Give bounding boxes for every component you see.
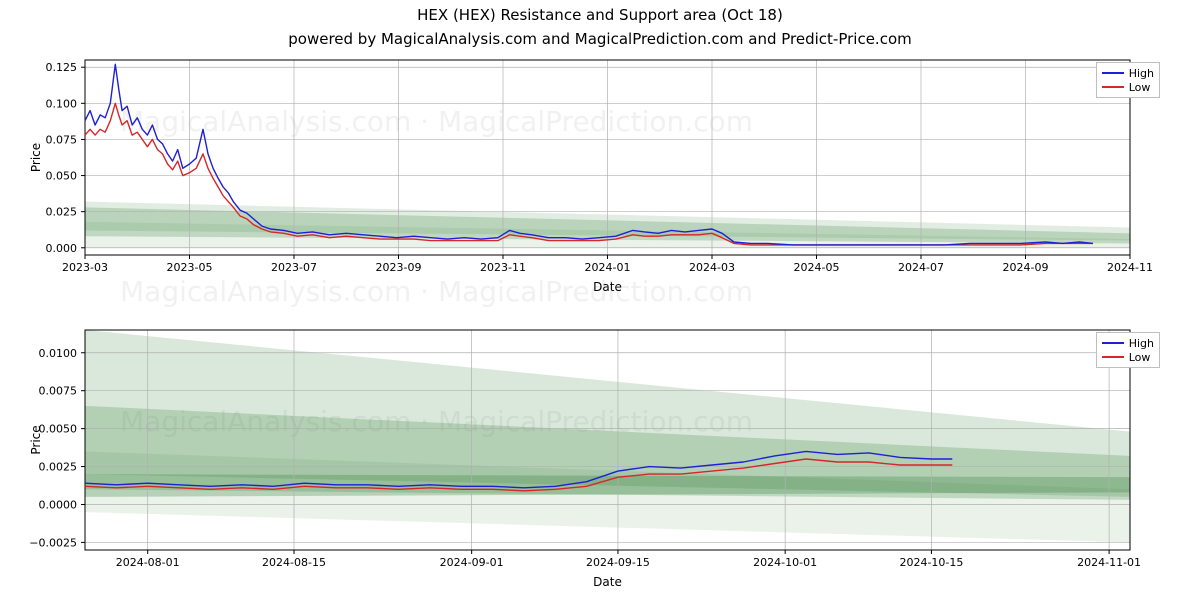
svg-text:Price: Price (29, 425, 43, 454)
svg-text:0.0000: 0.0000 (39, 498, 78, 511)
top-chart: 2023-03 2023-05 2023-07 2023-09 2023-11 2024-… (25, 55, 1190, 320)
svg-text:0.100: 0.100 (46, 97, 78, 110)
svg-text:−0.0025: −0.0025 (29, 536, 77, 549)
svg-text:2024-03: 2024-03 (689, 261, 735, 274)
legend-label: Low (1129, 351, 1151, 364)
svg-text:2024-09-15: 2024-09-15 (586, 556, 650, 569)
svg-text:2024-01: 2024-01 (585, 261, 631, 274)
svg-text:2024-11: 2024-11 (1107, 261, 1153, 274)
legend-swatch (1102, 86, 1124, 88)
legend-item: Low (1102, 350, 1154, 364)
svg-text:2024-09: 2024-09 (1003, 261, 1049, 274)
svg-text:2023-07: 2023-07 (271, 261, 317, 274)
svg-text:2023-09: 2023-09 (376, 261, 422, 274)
legend-item: High (1102, 66, 1154, 80)
legend-swatch (1102, 72, 1124, 74)
svg-text:0.125: 0.125 (46, 61, 78, 74)
svg-text:2024-10-15: 2024-10-15 (899, 556, 963, 569)
svg-text:Price: Price (29, 143, 43, 172)
chart-subtitle: powered by MagicalAnalysis.com and Magic… (0, 30, 1200, 48)
legend-item: High (1102, 336, 1154, 350)
figure: HEX (HEX) Resistance and Support area (O… (0, 0, 1200, 600)
legend-bottom: HighLow (1096, 332, 1160, 368)
svg-text:0.075: 0.075 (46, 133, 78, 146)
chart-title: HEX (HEX) Resistance and Support area (O… (0, 6, 1200, 24)
svg-text:2024-08-15: 2024-08-15 (262, 556, 326, 569)
svg-text:0.050: 0.050 (46, 170, 78, 183)
legend-item: Low (1102, 80, 1154, 94)
legend-label: Low (1129, 81, 1151, 94)
svg-text:2024-08-01: 2024-08-01 (116, 556, 180, 569)
svg-text:0.0075: 0.0075 (39, 385, 78, 398)
legend-swatch (1102, 342, 1124, 344)
svg-text:2023-05: 2023-05 (167, 261, 213, 274)
legend-label: High (1129, 67, 1154, 80)
svg-text:2024-07: 2024-07 (898, 261, 944, 274)
svg-text:2024-11-01: 2024-11-01 (1077, 556, 1141, 569)
svg-text:Date: Date (593, 280, 622, 294)
bottom-chart: 2024-08-01 2024-08-15 2024-09-01 2024-09-15… (25, 325, 1190, 600)
svg-text:0.025: 0.025 (46, 206, 78, 219)
svg-text:2024-09-01: 2024-09-01 (440, 556, 504, 569)
svg-text:Date: Date (593, 575, 622, 589)
svg-text:0.000: 0.000 (46, 242, 78, 255)
svg-text:2023-11: 2023-11 (480, 261, 526, 274)
svg-text:0.0025: 0.0025 (39, 461, 78, 474)
svg-text:2024-10-01: 2024-10-01 (753, 556, 817, 569)
svg-text:2023-03: 2023-03 (62, 261, 108, 274)
svg-text:0.0100: 0.0100 (39, 347, 78, 360)
legend-top: HighLow (1096, 62, 1160, 98)
svg-text:2024-05: 2024-05 (794, 261, 840, 274)
legend-swatch (1102, 356, 1124, 358)
svg-text:0.0050: 0.0050 (39, 423, 78, 436)
legend-label: High (1129, 337, 1154, 350)
